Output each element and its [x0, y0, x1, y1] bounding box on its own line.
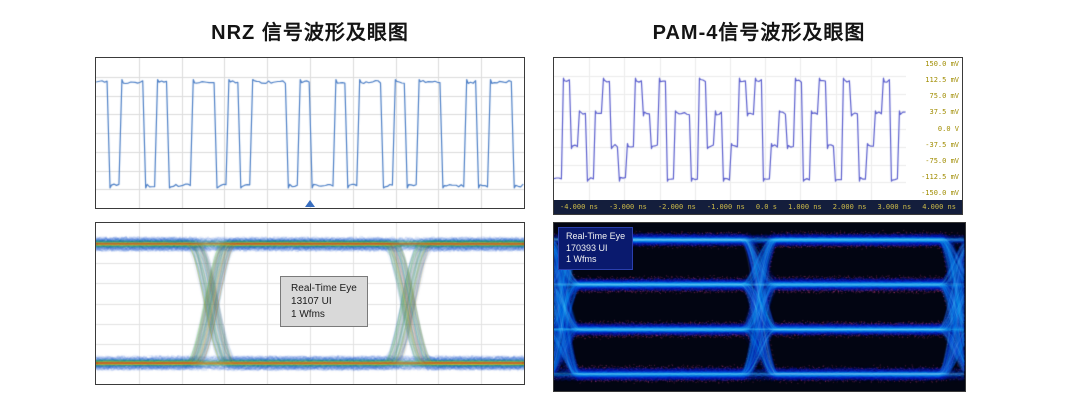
voltage-tick-label: -37.5 mV	[925, 140, 959, 149]
eye-label-wfms: 1 Wfms	[566, 254, 597, 265]
voltage-tick-label: -150.0 mV	[921, 189, 959, 197]
eye-label-title: Real-Time Eye	[291, 283, 357, 295]
time-tick-label: 2.000 ns	[832, 203, 867, 211]
pam4-waveform-panel: 150.0 mV 112.5 mV 75.0 mV 37.5 mV 0.0 V -37.5…	[553, 57, 963, 215]
trigger-marker-icon	[305, 200, 315, 207]
nrz-waveform-panel	[95, 57, 525, 209]
time-tick-label: 4.000 ns	[922, 203, 956, 211]
time-tick-label: 3.000 ns	[877, 203, 912, 211]
pam4-eye-panel: Real-Time Eye 170393 UI 1 Wfms	[553, 222, 966, 392]
time-tick-label: 1.000 ns	[787, 203, 822, 211]
pam4-eye-measurement-label: Real-Time Eye 170393 UI 1 Wfms	[558, 227, 634, 271]
voltage-tick-label: -75.0 mV	[925, 156, 959, 165]
pam4-time-axis: -4.000 ns -3.000 ns -2.000 ns -1.000 ns 0.0 …	[554, 200, 962, 214]
nrz-waveform-plot	[96, 58, 524, 208]
eye-label-title: Real-Time Eye	[566, 231, 626, 241]
nrz-eye-measurement-label: Real-Time Eye 13107 UI 1 Wfms	[280, 276, 368, 328]
voltage-tick-label: 150.0 mV	[925, 60, 959, 68]
eye-label-ui-count: 170393 UI	[566, 242, 608, 253]
eye-label-ui-count: 13107 UI	[291, 296, 332, 308]
pam4-waveform-plot	[554, 58, 906, 200]
voltage-tick-label: -112.5 mV	[921, 172, 959, 181]
eye-label-wfms: 1 Wfms	[291, 309, 325, 321]
time-tick-label: -4.000 ns	[560, 203, 598, 211]
time-tick-label: -1.000 ns	[706, 203, 745, 211]
voltage-tick-label: 112.5 mV	[925, 76, 959, 85]
time-tick-label: -2.000 ns	[657, 203, 696, 211]
pam4-voltage-axis: 150.0 mV 112.5 mV 75.0 mV 37.5 mV 0.0 V -37.5…	[921, 60, 959, 197]
nrz-title: NRZ 信号波形及眼图	[211, 22, 409, 44]
time-tick-label: -3.000 ns	[608, 203, 647, 211]
voltage-tick-label: 37.5 mV	[929, 108, 959, 117]
voltage-tick-label: 75.0 mV	[929, 92, 959, 101]
voltage-tick-label: 0.0 V	[937, 124, 959, 133]
pam4-title: PAM-4信号波形及眼图	[652, 22, 866, 44]
nrz-eye-panel: Real-Time Eye 13107 UI 1 Wfms	[95, 222, 525, 385]
time-tick-label: 0.0 s	[755, 203, 777, 211]
